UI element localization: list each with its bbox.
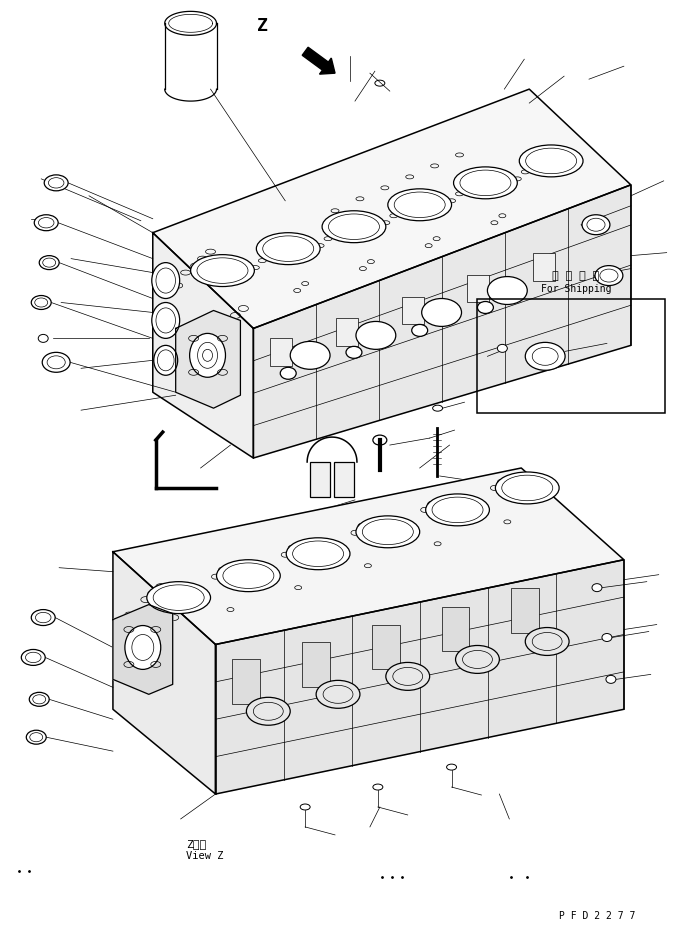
Bar	[511, 588, 539, 633]
Polygon shape	[113, 605, 173, 695]
Bar	[533, 253, 555, 281]
Text: View Z: View Z	[186, 851, 223, 861]
Ellipse shape	[290, 342, 330, 370]
Ellipse shape	[447, 764, 457, 770]
Ellipse shape	[525, 627, 569, 655]
Polygon shape	[153, 233, 253, 458]
Bar	[334, 462, 354, 497]
Ellipse shape	[217, 560, 280, 592]
Text: Z: Z	[257, 17, 268, 36]
Ellipse shape	[39, 256, 59, 270]
Ellipse shape	[191, 255, 255, 286]
Ellipse shape	[525, 343, 565, 371]
Ellipse shape	[152, 263, 180, 299]
Bar	[233, 660, 260, 704]
Ellipse shape	[595, 266, 623, 285]
Text: P F D 2 2 7 7: P F D 2 2 7 7	[559, 911, 636, 921]
Ellipse shape	[422, 299, 462, 327]
Polygon shape	[175, 311, 240, 408]
Ellipse shape	[356, 321, 396, 349]
Ellipse shape	[426, 494, 489, 526]
Polygon shape	[113, 551, 215, 794]
Ellipse shape	[497, 344, 507, 352]
Bar	[468, 274, 489, 302]
Ellipse shape	[322, 211, 386, 242]
Ellipse shape	[257, 233, 320, 265]
Bar	[270, 339, 292, 366]
Bar	[336, 318, 358, 346]
Bar	[477, 299, 665, 413]
Bar	[302, 642, 330, 687]
FancyArrow shape	[302, 47, 335, 74]
Bar	[402, 297, 424, 325]
Ellipse shape	[286, 538, 350, 570]
Bar	[442, 607, 469, 651]
Ellipse shape	[487, 276, 527, 304]
Ellipse shape	[455, 646, 499, 673]
Text: Z　視: Z 視	[186, 839, 206, 849]
Ellipse shape	[592, 584, 602, 592]
Ellipse shape	[388, 189, 451, 221]
Ellipse shape	[44, 175, 68, 191]
Ellipse shape	[147, 581, 211, 614]
Ellipse shape	[26, 730, 46, 744]
Ellipse shape	[152, 302, 180, 339]
Ellipse shape	[477, 301, 493, 314]
Ellipse shape	[300, 804, 310, 810]
Ellipse shape	[346, 346, 362, 358]
Ellipse shape	[606, 676, 616, 683]
Ellipse shape	[582, 214, 610, 235]
Text: 運 携 部 品: 運 携 部 品	[552, 271, 600, 281]
Ellipse shape	[34, 214, 58, 230]
Text: For Shipping: For Shipping	[541, 284, 612, 294]
Ellipse shape	[190, 333, 226, 377]
Polygon shape	[153, 89, 631, 329]
Bar	[372, 624, 400, 669]
Ellipse shape	[30, 693, 50, 707]
Ellipse shape	[356, 516, 420, 548]
Ellipse shape	[31, 609, 55, 625]
Ellipse shape	[411, 325, 428, 336]
Polygon shape	[215, 560, 624, 794]
Polygon shape	[253, 184, 631, 458]
Ellipse shape	[154, 345, 178, 375]
Ellipse shape	[453, 167, 517, 198]
Ellipse shape	[519, 145, 583, 177]
Polygon shape	[113, 468, 624, 645]
Bar	[310, 462, 330, 497]
Ellipse shape	[373, 784, 383, 790]
Ellipse shape	[31, 296, 51, 310]
Ellipse shape	[316, 680, 360, 709]
Ellipse shape	[495, 472, 559, 504]
Ellipse shape	[21, 650, 45, 665]
Ellipse shape	[42, 352, 70, 373]
Ellipse shape	[280, 367, 297, 379]
Ellipse shape	[386, 663, 429, 691]
Ellipse shape	[246, 697, 290, 725]
Ellipse shape	[602, 634, 612, 641]
Ellipse shape	[125, 625, 161, 669]
